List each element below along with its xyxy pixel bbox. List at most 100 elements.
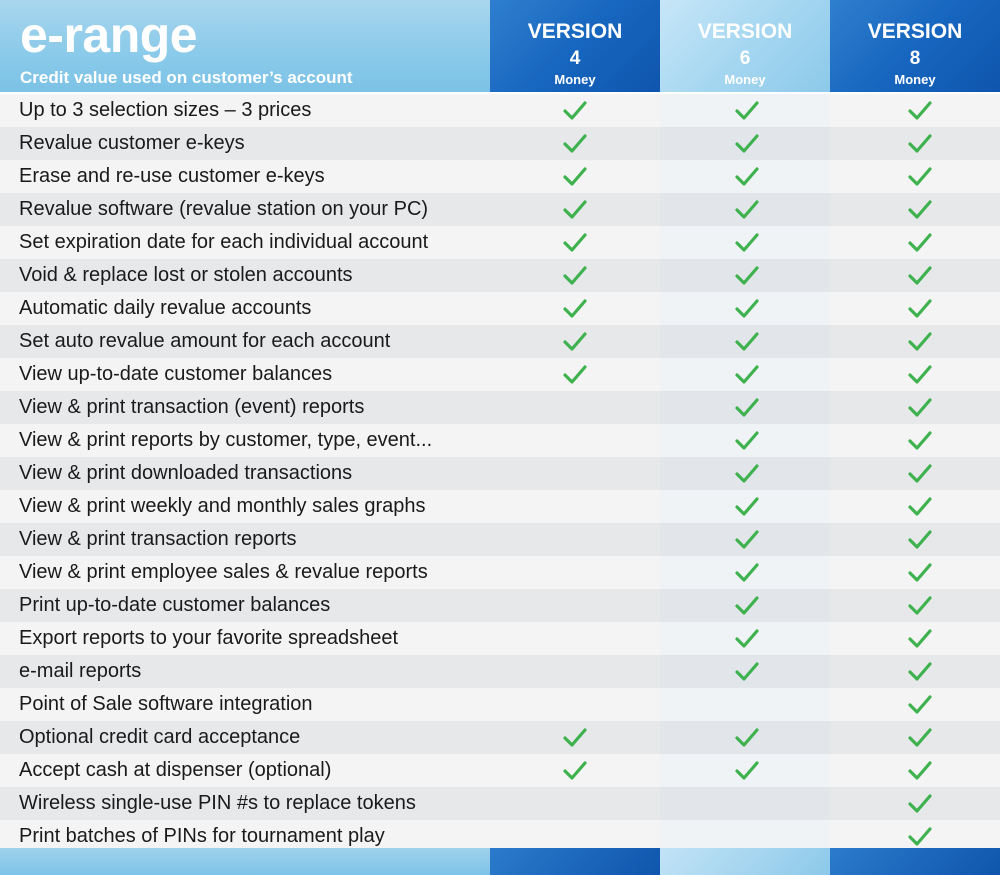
version-8-type: Money [894,72,936,87]
footer-version-4-cell [490,848,660,875]
version-6-column-cell [660,820,830,853]
checkmark-icon [908,398,932,417]
checkmark-icon [908,794,932,813]
checkmark-icon [735,398,759,417]
brand-subtitle: Credit value used on customer’s account [20,68,353,87]
feature-row: Void & replace lost or stolen accounts [0,259,1000,292]
checkmark-icon [735,332,759,351]
footer-brand-cell [0,848,490,875]
checkmark-icon [908,365,932,384]
version-6-column-cell [660,259,830,292]
footer-version-8-cell [830,848,1000,875]
checkmark-icon [908,431,932,450]
checkmark-icon [563,167,587,186]
checkmark-icon [735,167,759,186]
checkmark-icon [563,266,587,285]
feature-row: Optional credit card acceptance [0,721,1000,754]
version-6-column-cell [660,193,830,226]
checkmark-icon [735,299,759,318]
checkmark-icon [563,101,587,120]
version-8-title: VERSION [867,20,963,43]
feature-label: Accept cash at dispenser (optional) [19,759,332,781]
checkmark-icon [735,134,759,153]
checkmark-icon [908,728,932,747]
version-6-column-cell [660,622,830,655]
feature-label: View up-to-date customer balances [19,363,333,385]
version-4-title: VERSION [527,20,623,43]
feature-label: View & print weekly and monthly sales gr… [19,495,426,517]
feature-label: Erase and re-use customer e-keys [19,165,325,187]
checkmark-icon [735,233,759,252]
feature-label: Set expiration date for each individual … [19,231,429,253]
version-4-number: 4 [569,48,581,69]
feature-label: View & print employee sales & revalue re… [19,561,428,583]
feature-row: e-mail reports [0,655,1000,688]
feature-row: Accept cash at dispenser (optional) [0,754,1000,787]
version-6-column-cell [660,457,830,490]
feature-label: Up to 3 selection sizes – 3 prices [19,99,312,121]
checkmark-icon [735,266,759,285]
feature-label: View & print downloaded transactions [19,462,353,484]
version-6-header: VERSION 6 Money [660,0,830,92]
checkmark-icon [908,134,932,153]
checkmark-icon [735,497,759,516]
version-6-type: Money [724,72,766,87]
checkmark-icon [908,596,932,615]
checkmark-icon [735,365,759,384]
checkmark-icon [563,761,587,780]
version-6-column-cell [660,160,830,193]
feature-row: Print batches of PINs for tournament pla… [0,820,1000,853]
version-6-column-cell [660,688,830,721]
feature-row: Erase and re-use customer e-keys [0,160,1000,193]
version-6-column-cell [660,490,830,523]
checkmark-icon [908,299,932,318]
version-6-column-cell [660,226,830,259]
checkmark-icon [908,464,932,483]
checkmark-icon [908,563,932,582]
version-4-header: VERSION 4 Money [490,0,660,92]
checkmark-icon [908,629,932,648]
feature-row: Point of Sale software integration [0,688,1000,721]
checkmark-icon [735,728,759,747]
version-6-title: VERSION [697,20,793,43]
checkmark-icon [908,530,932,549]
checkmark-icon [908,233,932,252]
feature-label: Revalue software (revalue station on you… [19,198,429,220]
feature-row: Print up-to-date customer balances [0,589,1000,622]
checkmark-icon [908,266,932,285]
version-6-column-cell [660,754,830,787]
version-6-column-cell [660,424,830,457]
feature-label: View & print reports by customer, type, … [19,429,433,451]
checkmark-icon [735,464,759,483]
version-6-column-cell [660,325,830,358]
feature-row: Revalue software (revalue station on you… [0,193,1000,226]
feature-label: Automatic daily revalue accounts [19,297,312,319]
feature-row: View & print transaction (event) reports [0,391,1000,424]
checkmark-icon [908,167,932,186]
checkmark-icon [908,200,932,219]
feature-label: Export reports to your favorite spreadsh… [19,627,399,649]
version-6-column-cell [660,391,830,424]
version-6-column-cell [660,655,830,688]
feature-row: Export reports to your favorite spreadsh… [0,622,1000,655]
version-6-column-cell [660,721,830,754]
checkmark-icon [563,134,587,153]
feature-label: Void & replace lost or stolen accounts [19,264,353,286]
version-6-column-cell [660,127,830,160]
brand-cell: e-range Credit value used on customer’s … [0,0,490,92]
feature-label: Revalue customer e-keys [19,132,245,154]
footer-version-6-cell [660,848,830,875]
version-6-number: 6 [739,48,751,69]
version-6-column-cell [660,589,830,622]
feature-row: Automatic daily revalue accounts [0,292,1000,325]
version-8-header: VERSION 8 Money [830,0,1000,92]
checkmark-icon [563,365,587,384]
version-6-column-cell [660,292,830,325]
checkmark-icon [735,431,759,450]
version-4-type: Money [554,72,596,87]
feature-row: Up to 3 selection sizes – 3 prices [0,94,1000,127]
version-6-column-cell [660,358,830,391]
checkmark-icon [735,629,759,648]
checkmark-icon [908,497,932,516]
